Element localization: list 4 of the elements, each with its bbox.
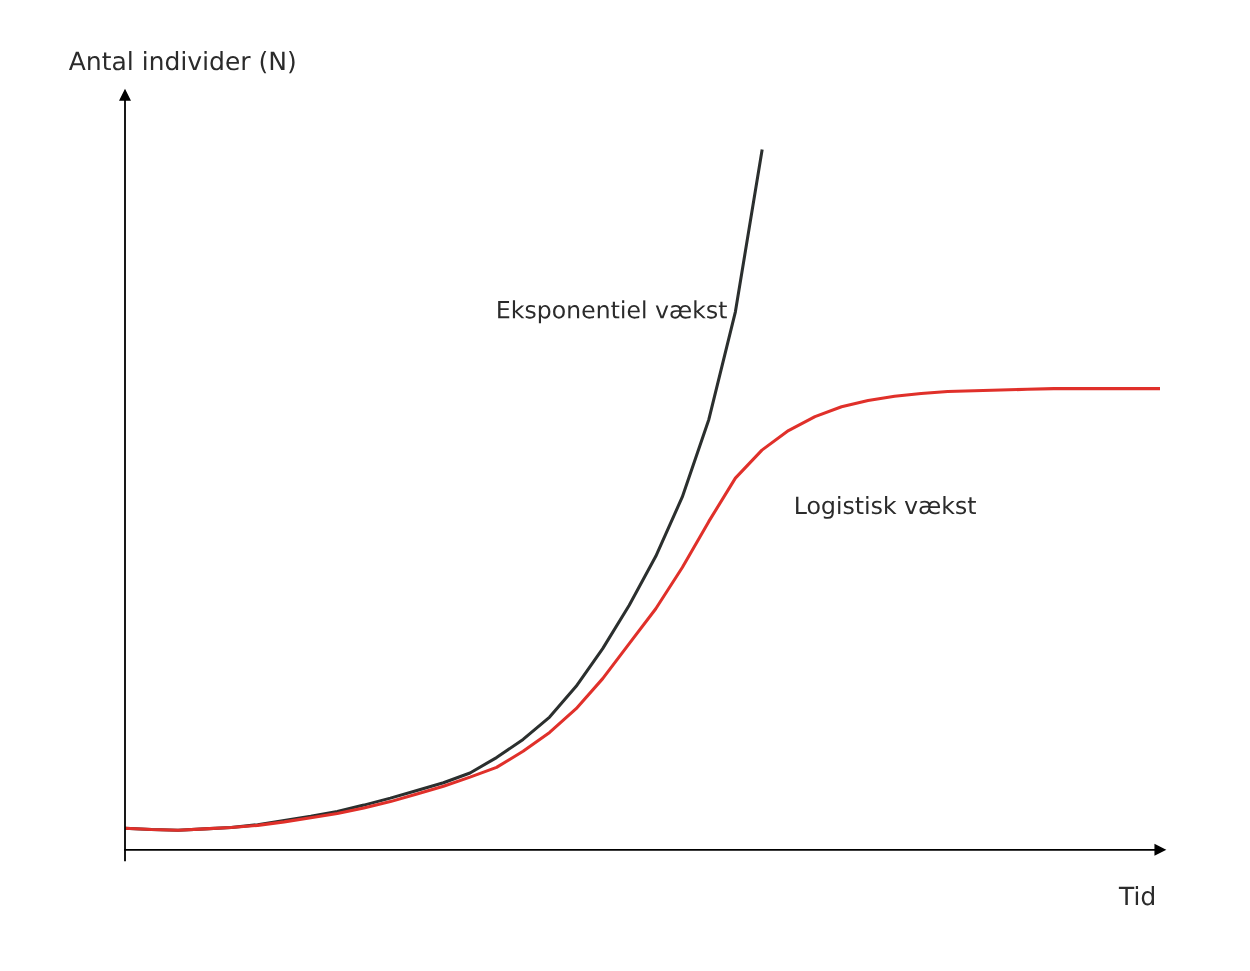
y-axis-title: Antal individer (N) (68, 51, 295, 74)
text: Logistisk vækst (796, 496, 976, 519)
series-label: Eksponentiel vækst (498, 300, 727, 324)
x-axis-title: Tid (1118, 886, 1154, 906)
